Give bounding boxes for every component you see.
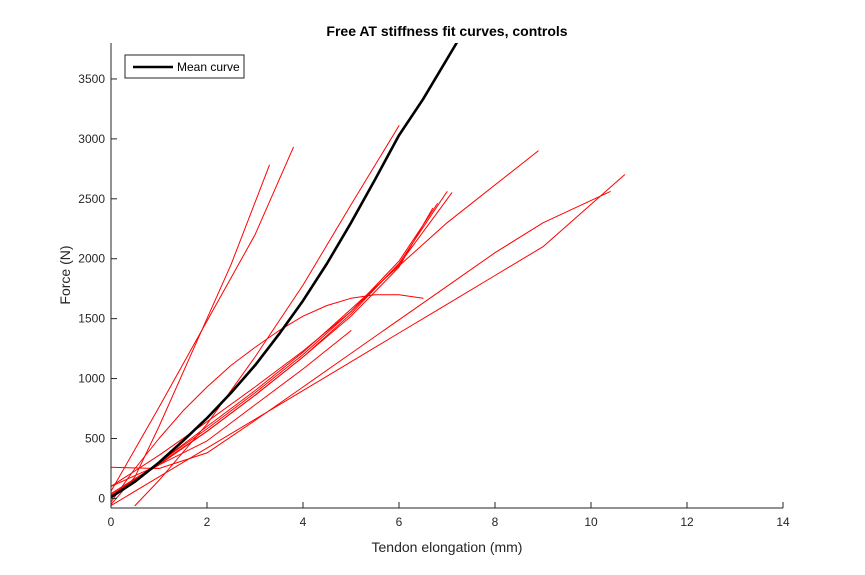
x-tick-label: 0 (108, 515, 115, 529)
mean-curve-line (111, 43, 458, 499)
individual-fit-curve-4 (111, 150, 539, 497)
x-tick-label: 4 (300, 515, 307, 529)
legend: Mean curve (124, 54, 245, 79)
y-tick-label: 1500 (78, 312, 105, 326)
y-tick-label: 1000 (78, 372, 105, 386)
series-layer (111, 43, 626, 507)
y-tick-label: 2500 (78, 192, 105, 206)
x-tick-label: 10 (584, 515, 598, 529)
individual-fit-curve-9 (111, 294, 424, 503)
individual-fit-curve-11 (111, 174, 626, 507)
x-tick-label: 14 (776, 515, 790, 529)
individual-fit-curve-8 (111, 207, 434, 496)
x-tick-label: 12 (680, 515, 694, 529)
legend-box (124, 54, 245, 79)
axes-layer: 0 2 4 6 8 10 12 14 0 500 1000 1500 2000 2500 3000 3500 (78, 43, 790, 529)
y-axis-title: Force (N) (57, 245, 73, 304)
individual-fit-curve-1 (111, 164, 270, 505)
x-tick-label: 6 (396, 515, 403, 529)
y-tick-label: 3000 (78, 132, 105, 146)
individual-fit-curve-2 (111, 146, 294, 492)
individual-fit-curve-3 (134, 125, 400, 507)
chart-title: Free AT stiffness fit curves, controls (326, 23, 567, 39)
y-tick-label: 2000 (78, 252, 105, 266)
y-tick-label: 0 (98, 491, 105, 505)
y-tick-label: 500 (85, 431, 105, 445)
x-tick-label: 2 (204, 515, 211, 529)
x-axis-title: Tendon elongation (mm) (372, 539, 523, 555)
legend-label-mean-curve: Mean curve (177, 60, 240, 74)
x-tick-label: 8 (492, 515, 499, 529)
y-tick-label: 3500 (78, 72, 105, 86)
